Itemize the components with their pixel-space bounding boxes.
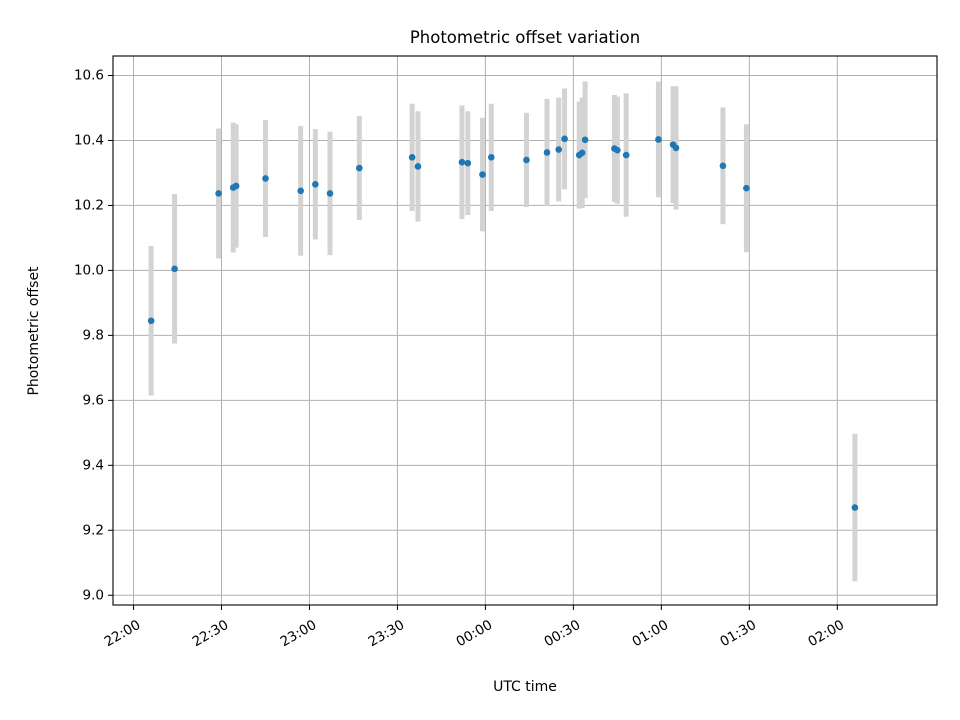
data-point [672,144,680,152]
data-point [578,149,586,157]
data-point [543,149,551,156]
data-point [458,158,466,166]
data-point [614,146,621,154]
y-tick-label: 10.6 [74,67,104,83]
y-tick-label: 9.2 [83,522,104,538]
data-point [262,175,269,182]
data-point [719,162,727,170]
data-point [356,164,363,172]
data-point [312,181,319,188]
data-point [215,190,222,197]
data-point [297,187,304,195]
data-point [555,146,563,153]
x-axis-label: UTC time [493,679,557,695]
y-tick-label: 9.6 [83,392,104,408]
data-point [851,504,859,511]
data-point [743,184,750,192]
plot-frame [112,55,938,606]
data-point [655,136,662,143]
y-axis-ticks: 9.0 9.2 9.4 9.6 9.8 10.0 10.2 10.4 10.6 [74,67,113,603]
data-point [326,190,334,197]
y-tick-label: 9.4 [83,457,104,473]
y-tick-label: 10.0 [74,262,104,278]
data-point [487,154,495,161]
y-axis-label: Photometric offset [26,266,42,396]
data-point [171,265,178,273]
data-point [464,159,472,167]
data-point [147,317,155,325]
y-tick-label: 10.4 [74,132,104,148]
data-point [581,136,589,144]
data-point [523,156,530,164]
data-point [561,135,568,143]
data-point [408,154,416,161]
data-point [479,171,486,178]
data-point [232,182,240,190]
chart-title: Photometric offset variation [410,28,640,47]
y-tick-label: 9.0 [83,587,104,603]
y-tick-label: 9.8 [83,327,104,343]
data-point [622,151,630,159]
data-point [414,163,422,170]
y-tick-label: 10.2 [74,197,104,213]
data-points [147,135,859,511]
